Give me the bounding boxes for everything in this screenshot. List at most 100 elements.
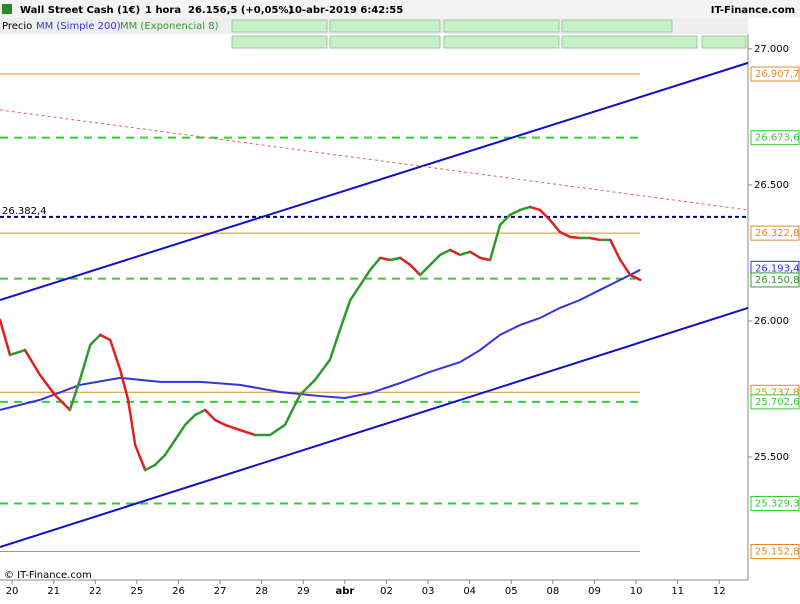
ema-segment	[213, 418, 227, 427]
ema-segment	[313, 358, 332, 382]
ema-segment	[153, 453, 167, 467]
ema-segment	[223, 423, 242, 432]
ema-segment	[68, 378, 82, 412]
x-tick-label: 03	[422, 586, 435, 597]
footer: © IT-Finance.com	[4, 570, 92, 581]
ema-segment	[629, 273, 642, 282]
legend-extra	[231, 19, 747, 49]
ema-segment	[78, 343, 92, 382]
legend-sma: MM (Simple 200)	[36, 21, 121, 32]
ema-segment	[478, 256, 492, 262]
x-tick-label: 27	[214, 586, 227, 597]
ema-segment	[193, 408, 207, 417]
x-tick-label: 09	[588, 586, 601, 597]
brand: IT-Finance.com	[711, 5, 795, 16]
x-tick-label: 10	[630, 586, 643, 597]
price-tag	[750, 130, 800, 146]
ema-segment	[108, 338, 122, 372]
x-tick-label: 12	[713, 586, 726, 597]
price-tag	[750, 66, 800, 82]
legend-ema: MM (Exponencial 8)	[120, 21, 219, 32]
ema-segment	[173, 423, 187, 442]
reference-label: 26.382,4	[2, 206, 47, 217]
price-tag-label: 26.907,7	[755, 69, 800, 80]
ema-segment	[609, 238, 622, 262]
ema-segment	[38, 373, 57, 397]
ema-segment	[338, 298, 352, 332]
price-tag-label: 25.152,8	[755, 546, 800, 557]
y-tick-label: 26.500	[754, 180, 789, 191]
x-tick-label: 22	[89, 586, 102, 597]
sma-line	[0, 268, 641, 411]
ema-segment	[508, 208, 522, 217]
price-tag	[750, 495, 800, 511]
ema-segment	[126, 398, 137, 447]
x-tick-label: 05	[505, 586, 518, 597]
ema-segment	[283, 393, 302, 427]
y-tick-label: 25.500	[754, 452, 789, 463]
ema-segment	[268, 423, 287, 437]
ema-segment	[328, 328, 342, 362]
price-tag-label: 26.673,6	[755, 133, 800, 144]
x-tick-label: 02	[380, 586, 393, 597]
x-tick-label: 26	[172, 586, 185, 597]
price-tag-label: 26.193,4	[755, 263, 800, 274]
ema-segment	[619, 258, 632, 277]
ema-segment	[89, 333, 102, 347]
ema-segment	[418, 263, 432, 277]
ema-segment	[468, 250, 482, 260]
ema-segment	[133, 443, 147, 472]
ema-segment	[298, 378, 317, 397]
ema-segment	[448, 248, 462, 257]
ema-segment	[548, 218, 562, 234]
price-tag	[750, 272, 800, 288]
ema-segment	[53, 393, 72, 412]
logo	[2, 4, 12, 14]
ema-segment	[528, 205, 542, 212]
ema-segment	[518, 205, 532, 212]
ema-segment	[378, 256, 392, 262]
x-tick-label: 20	[6, 586, 19, 597]
price-tag	[750, 543, 800, 559]
x-tick-label: 08	[547, 586, 560, 597]
ema-segment	[388, 256, 402, 262]
ema-segment	[203, 408, 217, 422]
timestamp: 10-abr-2019 6:42:55	[288, 5, 403, 16]
x-tick-label: 04	[463, 586, 476, 597]
ema-segment	[558, 230, 572, 239]
price-tag	[750, 225, 800, 241]
ema-segment	[359, 268, 372, 287]
price-tag-label: 25.737,8	[755, 387, 800, 398]
ema-segment	[568, 235, 582, 240]
ema-segment	[369, 256, 382, 272]
price-tag-label: 25.702,6	[755, 397, 800, 408]
title: Wall Street Cash (1€)	[20, 5, 140, 16]
x-tick-label: abr	[335, 586, 354, 597]
ema-segment	[183, 413, 197, 427]
trend-line	[0, 109, 749, 211]
ema-segment	[118, 368, 130, 402]
ema-segment	[458, 250, 472, 257]
ema-segment	[408, 263, 422, 277]
quote: 26.156,5 (+0,05%)	[188, 5, 293, 16]
ema-segment	[0, 318, 12, 357]
x-tick-label: 28	[255, 586, 268, 597]
price-tag-label: 26.322,8	[755, 228, 800, 239]
trend-line	[0, 61, 749, 301]
ema-segment	[398, 256, 412, 267]
ema-segment	[8, 348, 27, 357]
ema-segment	[588, 236, 602, 242]
ema-segment	[143, 463, 157, 472]
x-tick-label: 21	[47, 586, 60, 597]
price-tag	[750, 394, 800, 410]
price-tag-label: 25.329,3	[755, 498, 800, 509]
ema-segment	[163, 438, 177, 457]
y-tick-label: 26.000	[754, 316, 789, 327]
ema-segment	[428, 253, 442, 267]
ema-segment	[438, 248, 452, 257]
header-bar	[0, 0, 800, 18]
x-tick-label: 25	[131, 586, 144, 597]
ema-segment	[349, 283, 362, 302]
x-tick-label: 29	[297, 586, 310, 597]
